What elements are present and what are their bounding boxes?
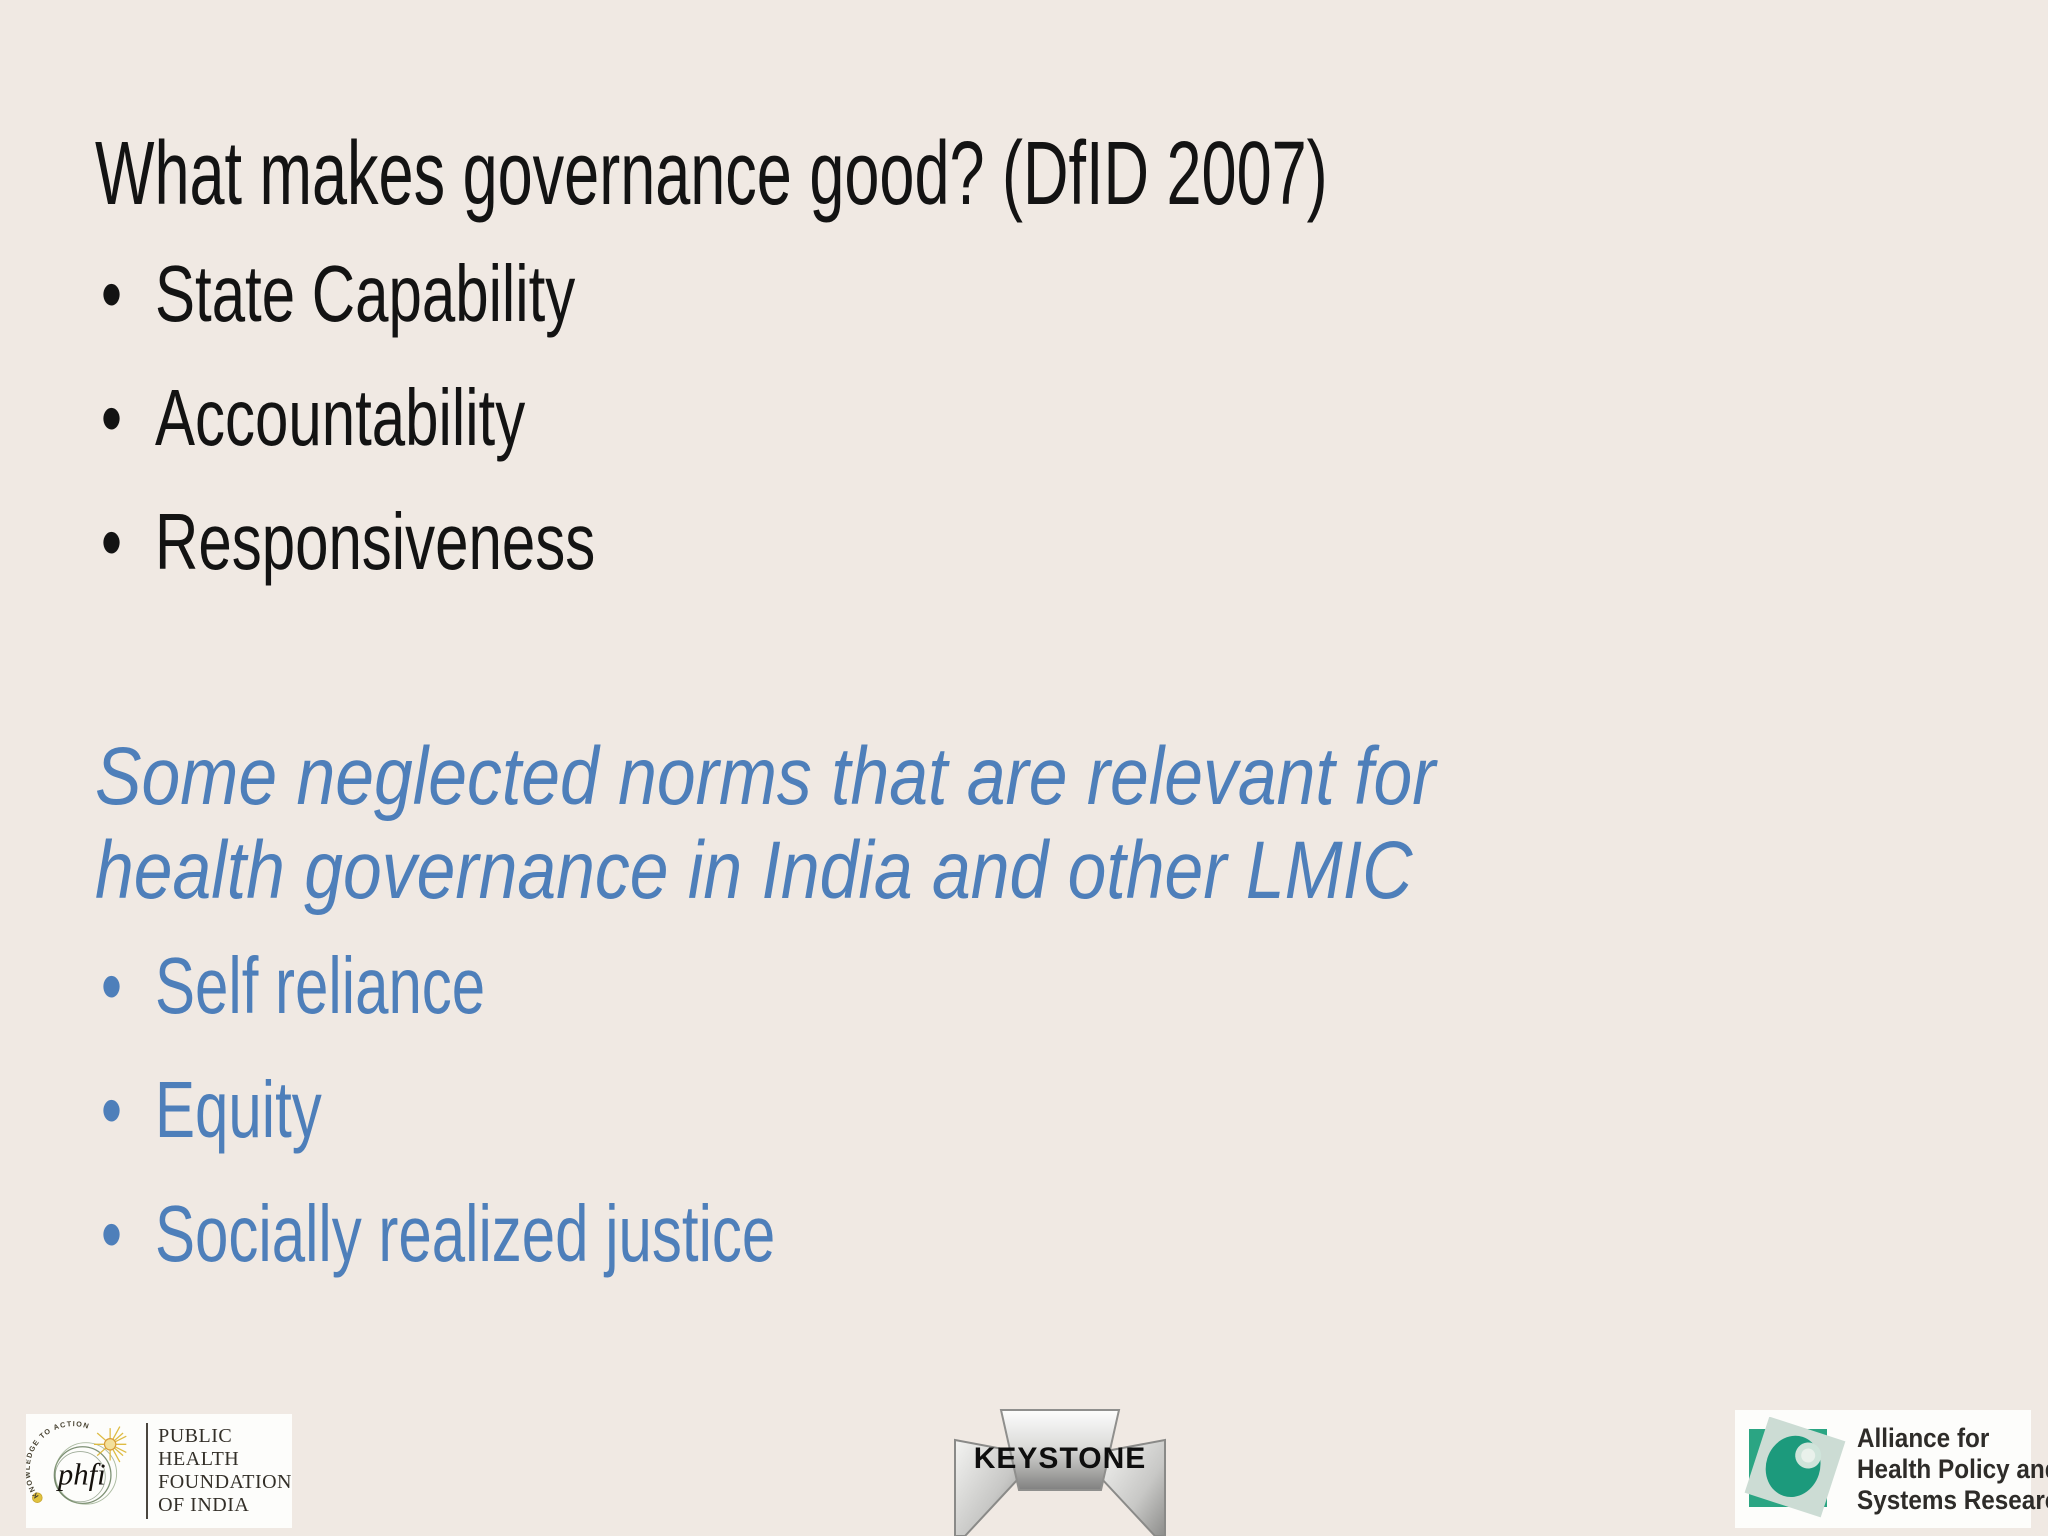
phfi-emblem-icon: KNOWLEDGE TO ACTION phfi [26, 1419, 127, 1505]
phfi-line: HEALTH [158, 1448, 240, 1470]
bullet-text: State Capability [155, 249, 576, 338]
bullet-item-self-reliance: • Self reliance [95, 942, 615, 1030]
phfi-line: PUBLIC [158, 1425, 233, 1447]
keystone-arch-icon: KEYSTONE [954, 1409, 1166, 1536]
bullet-dot-icon: • [101, 1189, 123, 1278]
bullet-dot-icon: • [101, 497, 123, 586]
alliance-wordmark: Alliance for Health Policy and Systems R… [1857, 1423, 2048, 1516]
bullet-dot-icon: • [101, 249, 123, 338]
alliance-emblem-icon [1744, 1417, 1846, 1518]
bullet-text: Self reliance [155, 941, 486, 1030]
phfi-divider [146, 1423, 149, 1519]
alliance-line: Health Policy and [1857, 1453, 2048, 1484]
bullet-dot-icon: • [101, 941, 123, 1030]
bullet-text: Socially realized justice [155, 1189, 776, 1278]
bullet-item-socially-realized-justice: • Socially realized justice [95, 1190, 1002, 1278]
bullet-dot-icon: • [101, 373, 123, 462]
phfi-line: FOUNDATION [158, 1471, 292, 1493]
phfi-monogram: phfi [56, 1458, 106, 1492]
bullet-item-responsiveness: • Responsiveness [95, 498, 762, 586]
bullet-item-equity: • Equity [95, 1066, 397, 1154]
phfi-line: OF INDIA [158, 1494, 250, 1516]
alliance-line: Alliance for [1857, 1422, 1990, 1453]
alliance-logo: Alliance for Health Policy and Systems R… [1735, 1410, 2048, 1528]
phfi-logo: KNOWLEDGE TO ACTION phfi PUBLIC HEALTH F… [26, 1414, 292, 1528]
keystone-logo: KEYSTONE [945, 1382, 1175, 1536]
alliance-line: Systems Research [1857, 1484, 2048, 1515]
bullet-text: Accountability [155, 373, 526, 462]
bullet-item-state-capability: • State Capability [95, 250, 735, 338]
bullet-dot-icon: • [101, 1065, 123, 1154]
phfi-wordmark: PUBLIC HEALTH FOUNDATION OF INDIA [158, 1425, 292, 1517]
bullet-item-accountability: • Accountability [95, 374, 669, 462]
keystone-wordmark: KEYSTONE [974, 1442, 1147, 1475]
slide-title-text: What makes governance good? (DfID 2007) [95, 124, 1328, 224]
blue-heading-line2: health governance in India and other LMI… [95, 825, 1413, 916]
slide-title: What makes governance good? (DfID 2007) [95, 124, 1856, 224]
blue-heading-line1: Some neglected norms that are relevant f… [95, 731, 1436, 822]
bullet-text: Equity [155, 1065, 322, 1154]
bullet-text: Responsiveness [155, 497, 596, 586]
